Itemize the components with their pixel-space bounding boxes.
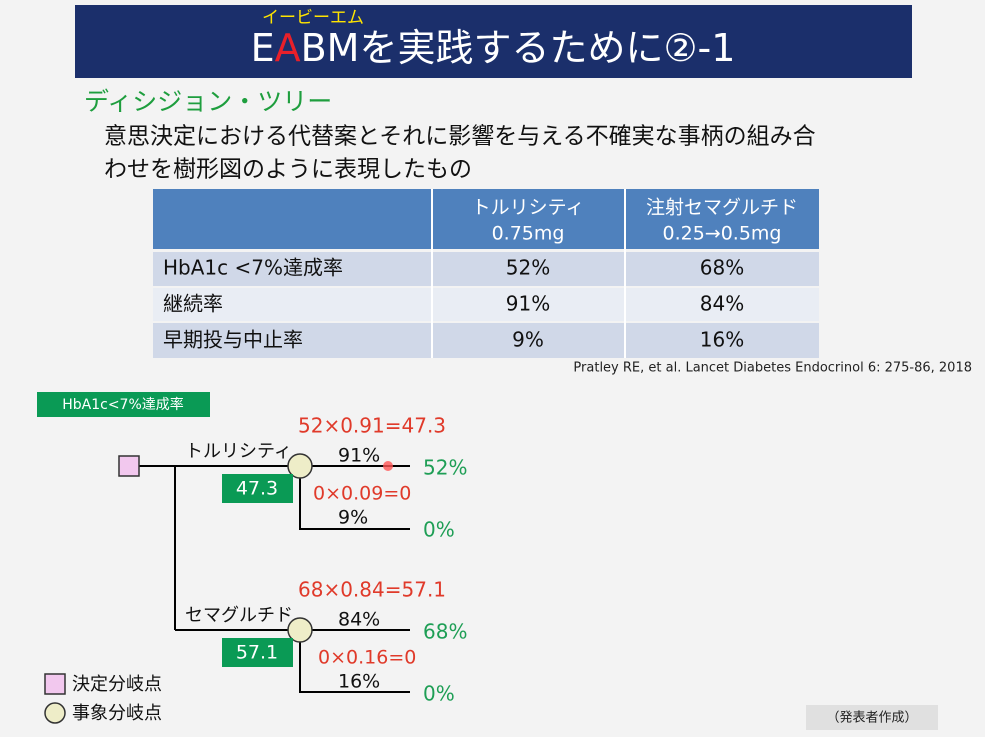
title-part: E — [251, 26, 275, 70]
expected-value: 47.3 — [236, 478, 278, 500]
title-part: を実践するために②-1 — [359, 26, 735, 70]
tree-tag-box — [37, 392, 210, 417]
column-name: トルリシティ — [472, 197, 585, 219]
tree-tag: HbA1c<7%達成率 — [62, 396, 184, 413]
legend-chance: 事象分岐点 — [72, 703, 162, 724]
option-name: トルリシティ — [185, 441, 292, 462]
prob-bottom: 16% — [338, 671, 380, 693]
expected-box — [222, 474, 293, 503]
legend-decision-icon — [44, 673, 66, 695]
prob-top: 84% — [338, 609, 380, 631]
cell: 9% — [512, 328, 544, 352]
cell: 91% — [506, 292, 550, 316]
table-header — [153, 189, 819, 249]
legend-chance-icon — [44, 702, 66, 724]
title-part: BM — [301, 26, 360, 70]
decision-node — [118, 455, 140, 477]
formula-top: 52×0.91=47.3 — [298, 414, 446, 438]
prob-bottom: 9% — [338, 507, 368, 529]
formula-bottom: 0×0.09=0 — [313, 483, 411, 505]
decision-branches — [139, 465, 288, 631]
column-dose: 0.25→0.5mg — [662, 223, 781, 245]
cell: 68% — [700, 256, 744, 280]
title-bar — [75, 5, 912, 78]
row-label: HbA1c <7%達成率 — [163, 256, 343, 280]
table-row — [153, 323, 819, 358]
citation: Pratley RE, et al. Lancet Diabetes Endoc… — [573, 361, 972, 376]
legend-decision: 決定分岐点 — [72, 674, 162, 695]
column-name: 注射セマグルチド — [646, 197, 798, 219]
description-line: わせを樹形図のように表現したもの — [104, 157, 472, 183]
option-name: セマグルチド — [185, 605, 293, 626]
title-part: A — [275, 26, 301, 70]
table-row — [153, 252, 819, 286]
expected-box — [222, 638, 293, 667]
chance-branches — [299, 629, 410, 693]
outcome-bottom: 0% — [423, 518, 455, 542]
outcome-bottom: 0% — [423, 682, 455, 706]
footer: （発表者作成） — [826, 711, 917, 726]
table-row — [153, 288, 819, 321]
formula-top: 68×0.84=57.1 — [298, 578, 446, 602]
chance-branches — [299, 465, 410, 530]
expected-value: 57.1 — [236, 642, 278, 664]
table: トルリシティ 0.75mg 注射セマグルチド 0.25→0.5mg HbA1c … — [153, 189, 819, 358]
chance-node — [287, 617, 313, 643]
cell: 52% — [506, 256, 550, 280]
outcome-top: 68% — [423, 620, 467, 644]
title: EABMを実践するために②-1 — [251, 26, 736, 70]
title-ruby: イービーエム — [262, 8, 364, 28]
prob-top: 91% — [338, 445, 380, 467]
row-label: 継続率 — [163, 292, 223, 316]
column-dose: 0.75mg — [492, 223, 565, 245]
pointer — [383, 461, 393, 471]
tree-lines — [139, 465, 410, 693]
formula-bottom: 0×0.16=0 — [318, 647, 416, 669]
section-heading: ディシジョン・ツリー — [84, 87, 332, 116]
footer-box — [806, 705, 938, 730]
cell: 84% — [700, 292, 744, 316]
cell: 16% — [700, 328, 744, 352]
outcome-top: 52% — [423, 456, 467, 480]
row-label: 早期投与中止率 — [163, 328, 303, 352]
description-line: 意思決定における代替案とそれに影響を与える不確実な事柄の組み合 — [104, 124, 816, 150]
chance-node — [287, 453, 313, 479]
